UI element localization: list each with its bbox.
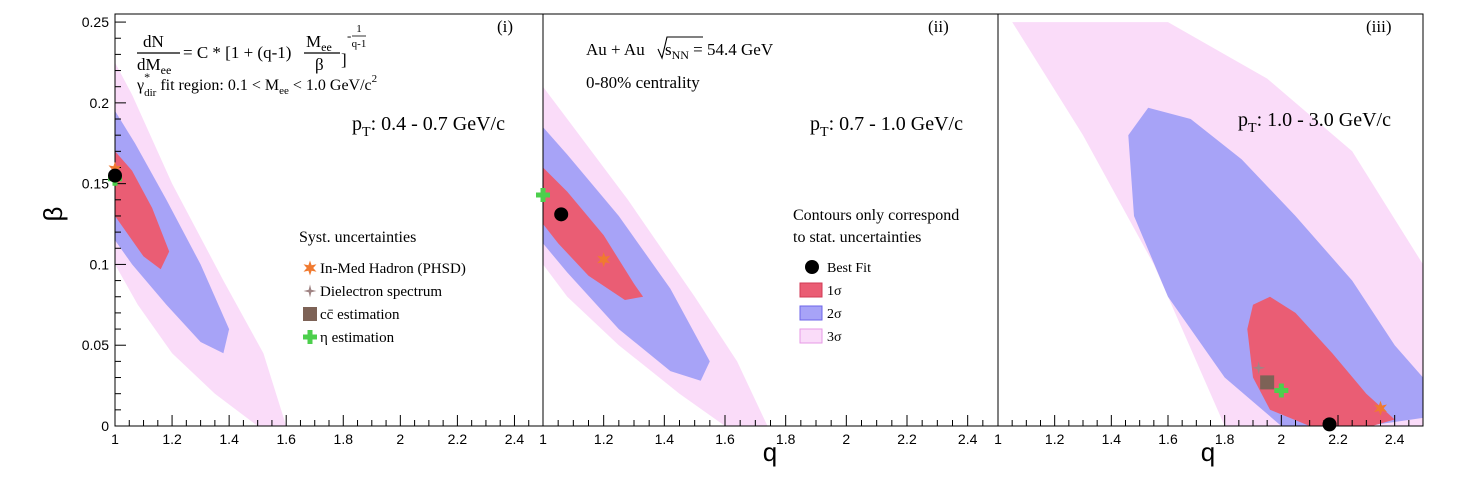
x-tick-label: 1: [539, 431, 547, 447]
legend-swatch-sigma2: [799, 305, 823, 321]
contour-sigma3-panel-1: [115, 62, 287, 426]
formula-dn: dN: [143, 32, 164, 51]
dielectron-marker-panel-3: [1252, 361, 1266, 375]
formula: dN dMee = C * [1 + (q-1) Mee β ] - 1 q-1: [137, 23, 366, 77]
y-tick-label: 0: [101, 418, 109, 434]
legend-marker-thin-star: [303, 284, 317, 298]
x-tick-label: 2: [842, 431, 850, 447]
x-axis-title-panel-2: q: [763, 437, 777, 467]
x-tick-label: 2: [396, 431, 404, 447]
x-tick-label: 1.2: [594, 431, 614, 447]
x-tick-label: 1.8: [334, 431, 354, 447]
contour-sigma3-panel-2: [543, 86, 768, 426]
y-tick-label: 0.05: [82, 337, 109, 353]
contour-group-panel-1: [115, 62, 287, 426]
x-tick-label: 1.8: [1215, 431, 1235, 447]
x-tick-label: 2: [1277, 431, 1285, 447]
legend-label-best-fit: Best Fit: [827, 261, 871, 276]
formula-exp-den: q-1: [352, 38, 367, 50]
legend-label-1sigma: 1σ: [827, 284, 842, 299]
contour-group-panel-3: [1012, 22, 1423, 426]
best-fit-marker-panel-1: [108, 168, 122, 183]
pt-label-ii: pT: 0.7 - 1.0 GeV/c: [810, 113, 963, 140]
x-tick-label: 1.4: [655, 431, 675, 447]
pt-label-i: pT: 0.4 - 0.7 GeV/c: [352, 113, 505, 140]
eta-marker-panel-2: [536, 187, 550, 202]
contour-note-line1: Contours only correspond: [793, 207, 959, 224]
x-tick-label: 1.6: [276, 431, 296, 447]
contour-sigma1-panel-3: [1247, 296, 1395, 426]
legend-stat: Best Fit 1σ 2σ 3σ: [827, 261, 871, 345]
x-tick-label: 2.4: [1385, 431, 1405, 447]
x-tick-label: 2.2: [897, 431, 917, 447]
legend-label-3sigma: 3σ: [827, 330, 842, 345]
x-tick-label: 1.6: [715, 431, 735, 447]
legend-label-in-med-hadron: In-Med Hadron (PHSD): [320, 261, 466, 277]
contour-sigma2-panel-2: [543, 127, 710, 381]
system-label: Au + Au sNN = 54.4 GeV: [586, 40, 774, 62]
panel-label-i: (i): [497, 17, 513, 36]
pt-label-iii: pT: 1.0 - 3.0 GeV/c: [1238, 109, 1391, 136]
legend-syst: In-Med Hadron (PHSD) Dielectron spectrum…: [320, 261, 466, 346]
formula-beta: β: [315, 55, 324, 74]
y-tick-label: 0.1: [90, 256, 110, 272]
in-med-hadron-marker-panel-2: [597, 252, 611, 268]
y-tick-label: 0.15: [82, 176, 109, 192]
fit-region: γ* dir fit region: 0.1 < Mee < 1.0 GeV/c2: [136, 70, 377, 99]
legend-label-eta: η estimation: [320, 330, 395, 346]
x-tick-label: 1.2: [162, 431, 182, 447]
x-tick-label: 2.4: [505, 431, 525, 447]
x-tick-label: 2.4: [958, 431, 978, 447]
x-tick-label: 1.2: [1045, 431, 1065, 447]
x-tick-label: 2.2: [1328, 431, 1348, 447]
ccbar-marker-panel-3: [1260, 375, 1275, 390]
contour-sigma2-panel-3: [1128, 107, 1423, 426]
legend-label-2sigma: 2σ: [827, 307, 842, 322]
legend-marker-best-fit: [805, 260, 819, 274]
x-tick-label: 2.2: [448, 431, 468, 447]
contour-note-line2: to stat. uncertainties: [793, 229, 921, 246]
formula-equals: = C * [1 + (q-1): [183, 43, 291, 62]
y-axis-title: β: [38, 207, 68, 222]
x-tick-label: 1: [994, 431, 1002, 447]
formula-close: ]: [341, 50, 347, 69]
eta-marker-panel-3: [1274, 383, 1289, 398]
x-tick-label: 1.8: [776, 431, 796, 447]
formula-exp-num: 1: [356, 23, 362, 35]
formula-dm: dMee: [137, 55, 171, 77]
x-tick-label: 1.6: [1158, 431, 1178, 447]
x-tick-label: 1.4: [1102, 431, 1122, 447]
contour-group-panel-2: [543, 86, 768, 426]
x-axis-title-panel-3: q: [1201, 437, 1215, 467]
legend-title-syst: Syst. uncertainties: [299, 229, 416, 246]
legend-marker-star: [303, 260, 317, 276]
legend-label-dielectron: Dielectron spectrum: [320, 284, 442, 300]
contour-sigma1-panel-1: [115, 151, 170, 270]
best-fit-marker-panel-2: [554, 207, 569, 222]
legend-swatch-sigma1: [799, 282, 823, 298]
x-tick-label: 1.4: [219, 431, 239, 447]
legend-swatch-sigma3: [799, 328, 823, 344]
y-tick-label: 0.2: [90, 95, 110, 111]
x-tick-label: 1: [111, 431, 119, 447]
y-tick-label: 0.25: [82, 14, 109, 30]
best-fit-marker-panel-3: [1322, 417, 1337, 432]
contour-sigma1-panel-2: [543, 167, 644, 300]
contour-sigma2-panel-1: [115, 110, 230, 354]
centrality-label: 0-80% centrality: [586, 73, 700, 92]
panel-label-iii: (iii): [1366, 17, 1392, 36]
legend-marker-square: [303, 307, 317, 321]
formula-mee: Mee: [306, 32, 332, 54]
formula-exp-minus: -: [347, 28, 351, 43]
sqrt-sign: [657, 36, 703, 60]
legend-label-ccbar: cc̄ estimation: [320, 307, 400, 323]
in-med-hadron-marker-panel-3: [1374, 400, 1387, 416]
panel-label-ii: (ii): [928, 17, 949, 36]
legend-marker-cross: [303, 330, 317, 344]
